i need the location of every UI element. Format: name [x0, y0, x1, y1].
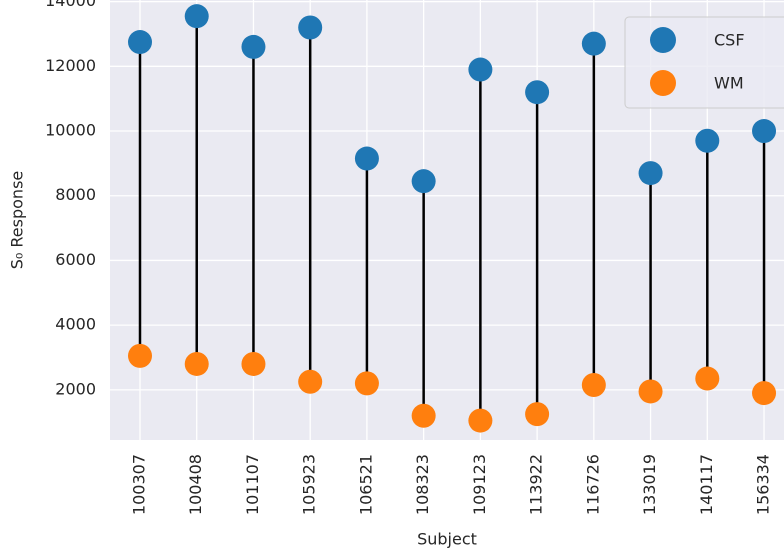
dot [695, 128, 720, 153]
dot [638, 161, 663, 186]
x-tick-label: 140117 [697, 454, 716, 515]
dot [128, 30, 152, 55]
x-axis-label: Subject [417, 530, 477, 549]
x-tick-label: 100408 [186, 454, 205, 515]
dot [695, 366, 720, 391]
legend: CSF WM [624, 16, 784, 109]
x-tick-label: 116726 [583, 454, 602, 515]
x-tick-label: 108323 [413, 454, 432, 515]
dot [128, 343, 152, 368]
dot [298, 15, 323, 40]
legend-label: CSF [714, 31, 745, 50]
dot [581, 373, 606, 397]
x-tick-label: 113922 [527, 454, 546, 515]
dot [411, 403, 436, 428]
dot [468, 57, 493, 82]
dot [638, 379, 663, 404]
y-tick-label: 12000 [45, 56, 96, 75]
dot [241, 34, 266, 59]
dot [184, 4, 209, 29]
legend-label: WM [714, 74, 744, 93]
dot [411, 169, 436, 194]
dot [354, 146, 379, 171]
dot [581, 31, 606, 56]
x-tick-label: 101107 [243, 454, 262, 515]
dot [752, 381, 777, 406]
y-tick-label: 14000 [45, 0, 96, 10]
y-axis-label: S₀ Response [8, 171, 27, 270]
x-tick-label: 109123 [470, 454, 489, 515]
legend-marker [650, 27, 676, 53]
x-tick-label: 100307 [130, 454, 149, 515]
dot [241, 351, 266, 376]
dot [354, 371, 379, 396]
y-tick-label: 10000 [45, 121, 96, 140]
y-tick-label: 2000 [55, 379, 96, 398]
y-tick-label: 8000 [55, 185, 96, 204]
dot [184, 351, 209, 376]
dot [298, 369, 323, 394]
legend-box [624, 16, 784, 109]
x-tick-label: 106521 [356, 454, 375, 515]
dot [525, 80, 550, 105]
y-tick-label: 4000 [55, 315, 96, 334]
x-tick-label: 105923 [300, 454, 319, 515]
legend-marker [650, 70, 676, 96]
y-tick-label: 6000 [55, 250, 96, 269]
dot [752, 119, 777, 144]
dot [468, 408, 493, 433]
x-tick-label: 156334 [754, 454, 773, 515]
x-tick-label: 133019 [640, 454, 659, 515]
dot [525, 402, 550, 427]
